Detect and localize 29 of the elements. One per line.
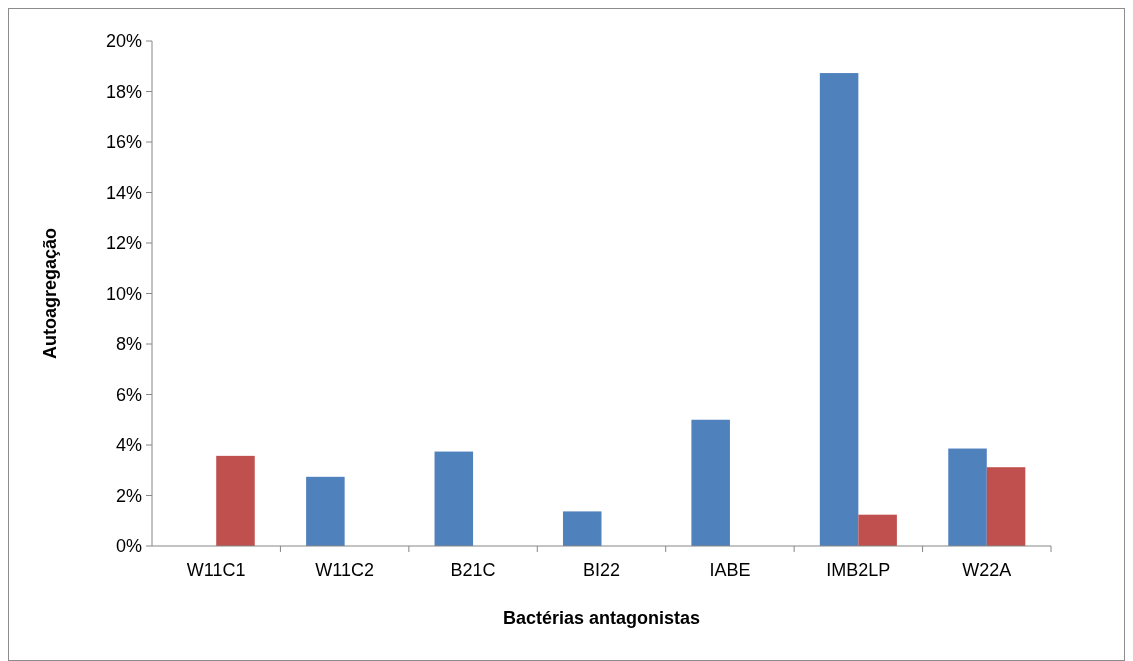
y-tick-label: 2%: [115, 485, 142, 506]
bar: [819, 73, 859, 546]
bar: [562, 511, 602, 546]
x-tick-label: W11C1: [186, 560, 246, 580]
bar: [306, 476, 345, 546]
x-tick-label: W22A: [962, 560, 1012, 580]
bar: [858, 514, 897, 546]
x-tick-label: IABE: [709, 560, 751, 580]
y-tick-label: 16%: [105, 132, 142, 153]
y-tick-label: 10%: [105, 283, 142, 304]
y-tick-label: 4%: [115, 435, 142, 456]
x-tick-label: W11C2: [315, 560, 374, 580]
bar: [216, 455, 255, 546]
y-tick-label: 8%: [115, 334, 142, 355]
y-tick-label: 18%: [105, 81, 142, 102]
bar: [986, 467, 1026, 546]
bar: [434, 451, 474, 546]
y-tick-label: 6%: [115, 384, 142, 405]
x-tick-label: BI22: [582, 560, 621, 580]
y-tick-label: 12%: [105, 233, 142, 254]
y-tick-label: 14%: [105, 182, 142, 203]
x-axis-title: Bactérias antagonistas: [502, 608, 701, 628]
x-tick-label: B21C: [450, 560, 496, 580]
y-tick-label: 0%: [115, 536, 142, 557]
bar: [691, 419, 730, 546]
x-tick-label: IMB2LP: [826, 560, 891, 580]
y-tick-label: 20%: [105, 31, 142, 52]
y-axis-title: Autoagregação: [40, 227, 60, 360]
bar: [948, 448, 987, 546]
